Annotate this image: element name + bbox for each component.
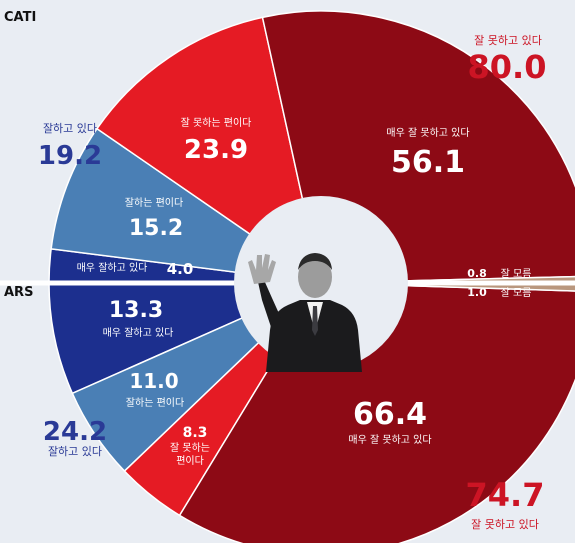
cati-total-good-value: 19.2 xyxy=(38,141,102,171)
ars-total-good-value: 24.2 xyxy=(43,417,107,447)
ars-title: ARS xyxy=(4,285,33,300)
cati-label-very-bad: 매우 잘 못하고 있다 xyxy=(386,126,469,139)
speaker-photo xyxy=(248,253,362,372)
cati-value-unknown: 0.8 xyxy=(467,267,487,280)
ars-value-very-good: 13.3 xyxy=(109,298,163,323)
ars-value-very-bad: 66.4 xyxy=(353,397,427,432)
cati-total-bad-value: 80.0 xyxy=(468,48,547,86)
cati-total-good-label: 잘하고 있다 xyxy=(43,121,97,135)
chart-labels: CATI ARS 매우 잘 못하고 있다 56.1 잘 못하는 편이다 23.9 잘하는 편… xyxy=(4,10,546,531)
cati-label-good: 잘하는 편이다 xyxy=(125,196,183,209)
ars-value-good: 11.0 xyxy=(129,369,178,393)
cati-label-very-good: 매우 잘하고 있다 xyxy=(77,261,148,274)
cati-label-unknown: 잘 모름 xyxy=(501,268,532,280)
cati-label-bad: 잘 못하는 편이다 xyxy=(181,116,252,129)
cati-value-good: 15.2 xyxy=(129,216,183,241)
cati-value-very-bad: 56.1 xyxy=(391,145,465,180)
ars-label-very-bad: 매우 잘 못하고 있다 xyxy=(348,433,431,446)
ars-slice-4 xyxy=(178,282,575,543)
ars-total-bad-value: 74.7 xyxy=(466,476,545,514)
ars-label-bad-line2: 편이다 xyxy=(176,455,204,467)
ars-label-good: 잘하는 편이다 xyxy=(126,396,184,409)
ars-value-bad: 8.3 xyxy=(183,425,208,441)
ars-label-very-good: 매우 잘하고 있다 xyxy=(103,326,174,339)
ars-label-bad-line1: 잘 못하는 xyxy=(170,441,210,454)
cati-value-bad: 23.9 xyxy=(184,135,248,165)
ars-value-unknown: 1.0 xyxy=(467,286,487,299)
ars-label-unknown: 잘 모름 xyxy=(501,287,532,299)
cati-total-bad-label: 잘 못하고 있다 xyxy=(474,33,542,47)
ars-total-good-label: 잘하고 있다 xyxy=(48,444,102,458)
cati-value-very-good: 4.0 xyxy=(167,260,194,278)
ars-total-bad-label: 잘 못하고 있다 xyxy=(471,517,539,531)
cati-title: CATI xyxy=(4,10,36,25)
